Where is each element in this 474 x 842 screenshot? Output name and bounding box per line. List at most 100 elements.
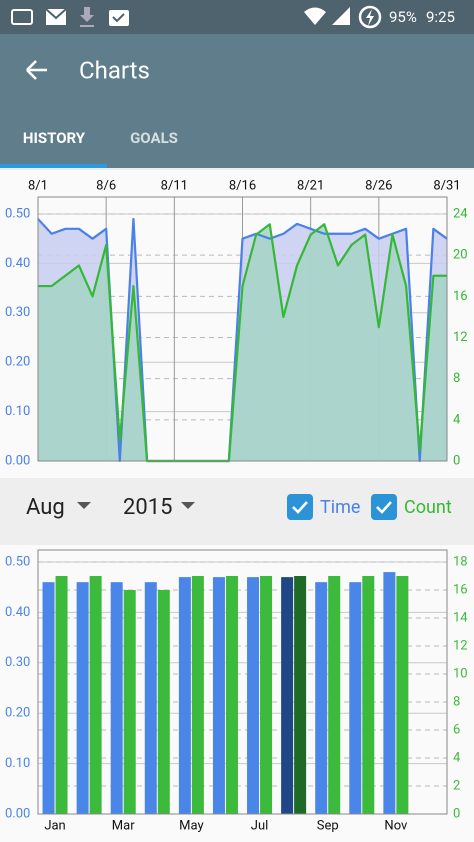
legend: Time Count xyxy=(287,494,452,520)
year[interactable]: 2015 xyxy=(123,495,172,520)
y2-tick-label: 16 xyxy=(453,289,468,304)
y2-tick-label: 8 xyxy=(453,371,460,386)
area xyxy=(38,224,447,461)
bar xyxy=(123,590,136,814)
y2-tick-label: 24 xyxy=(453,206,468,221)
x-tick-label: Sep xyxy=(317,818,339,833)
y2-tick-label: 2 xyxy=(453,778,460,793)
bar xyxy=(42,582,55,814)
bar xyxy=(178,577,191,814)
y-tick-label: 0.10 xyxy=(5,756,30,771)
y-tick-label: 0.50 xyxy=(5,206,30,221)
y2-tick-label: 8 xyxy=(453,694,460,709)
chart: 0.00 0.10 0.20 0.30 0.40 0.50 0 2 4 6 8 10 12 14 16 18 J… xyxy=(5,549,468,833)
checkbox-box[interactable] xyxy=(287,494,313,520)
x-tick-label: Jan xyxy=(44,818,65,833)
checkbox[interactable]: Count xyxy=(371,494,452,520)
y2-tick-label: 20 xyxy=(453,248,468,263)
line xyxy=(38,223,447,463)
month[interactable]: Aug xyxy=(26,495,65,520)
checkbox[interactable]: Time xyxy=(287,494,360,520)
status-icons xyxy=(11,5,382,29)
legend-label[interactable]: Count xyxy=(404,497,452,518)
x-tick-label: May xyxy=(179,818,203,833)
y-tick-label: 0.50 xyxy=(5,554,30,569)
tab[interactable]: GOALS xyxy=(130,129,178,147)
bar xyxy=(396,576,409,814)
x-tick-label: 8/31 xyxy=(433,178,460,193)
signal-icon xyxy=(332,7,350,25)
bar xyxy=(76,582,89,814)
bar xyxy=(281,577,294,814)
bar xyxy=(55,576,68,814)
y2-tick-label: 0 xyxy=(453,806,460,821)
back-arrow[interactable] xyxy=(26,60,47,80)
dropdown-arrow[interactable] xyxy=(77,502,91,509)
y2-tick-label: 12 xyxy=(453,330,468,345)
battery-icon xyxy=(366,9,374,26)
chart: 0.00 0.10 0.20 0.30 0.40 0.50 0 4 8 12 16 20 24 8/1 8/… xyxy=(5,178,468,468)
clock: 9:25 xyxy=(426,8,455,26)
month-select[interactable]: Aug xyxy=(26,495,91,520)
y2-tick-label: 12 xyxy=(453,638,468,653)
y2-tick-label: 18 xyxy=(453,554,468,569)
wifi-icon xyxy=(304,7,326,25)
y-tick-label: 0.30 xyxy=(5,305,30,320)
legend-label[interactable]: Time xyxy=(320,497,360,518)
y-tick-label: 0.20 xyxy=(5,706,30,721)
checkmark[interactable] xyxy=(292,501,308,514)
y2-tick-label: 0 xyxy=(453,453,460,468)
app-title: Charts xyxy=(79,56,150,84)
back-button[interactable] xyxy=(26,60,47,80)
y2-tick-label: 14 xyxy=(453,610,468,625)
bar xyxy=(212,577,225,814)
y-tick-label: 0.10 xyxy=(5,404,30,419)
year-select[interactable]: 2015 xyxy=(123,495,195,520)
y2-tick-label: 10 xyxy=(453,666,468,681)
dropdown-arrow[interactable] xyxy=(181,502,195,509)
battery-level: 95% xyxy=(389,8,417,26)
y-tick-label: 0.00 xyxy=(5,806,30,821)
bar xyxy=(328,576,341,814)
x-tick-label: 8/6 xyxy=(96,178,116,193)
bar xyxy=(383,572,396,814)
x-tick-label: 8/1 xyxy=(28,178,48,193)
bar xyxy=(144,582,157,814)
bar xyxy=(247,577,260,814)
bar xyxy=(260,576,273,814)
y2-tick-label: 4 xyxy=(453,412,461,427)
icon xyxy=(112,13,125,23)
x-tick-label: 8/21 xyxy=(297,178,324,193)
tab-indicator xyxy=(0,164,107,168)
bar xyxy=(362,576,375,814)
app-bar xyxy=(0,34,474,168)
bar xyxy=(157,590,170,814)
y-tick-label: 0.30 xyxy=(5,655,30,670)
checkbox-box[interactable] xyxy=(371,494,397,520)
x-tick-label: Nov xyxy=(384,818,408,833)
tab[interactable]: HISTORY xyxy=(23,129,86,147)
bar xyxy=(110,582,123,814)
bar xyxy=(89,576,102,814)
y-tick-label: 0.20 xyxy=(5,355,30,370)
bar xyxy=(294,576,307,814)
line xyxy=(37,217,448,463)
bar xyxy=(315,582,328,814)
tabs: HISTORY GOALS xyxy=(0,129,178,168)
battery-icon xyxy=(358,5,382,29)
y2-tick-label: 6 xyxy=(453,722,460,737)
y-tick-label: 0.40 xyxy=(5,605,30,620)
x-tick-label: 8/16 xyxy=(229,178,256,193)
checkmark[interactable] xyxy=(376,501,392,514)
icon xyxy=(80,7,94,27)
x-tick-label: 8/11 xyxy=(161,178,188,193)
bar xyxy=(349,582,362,814)
icon xyxy=(11,9,33,25)
y2-tick-label: 4 xyxy=(453,750,461,765)
icon xyxy=(45,8,67,20)
status-bar xyxy=(0,0,474,34)
x-tick-label: 8/26 xyxy=(365,178,392,193)
